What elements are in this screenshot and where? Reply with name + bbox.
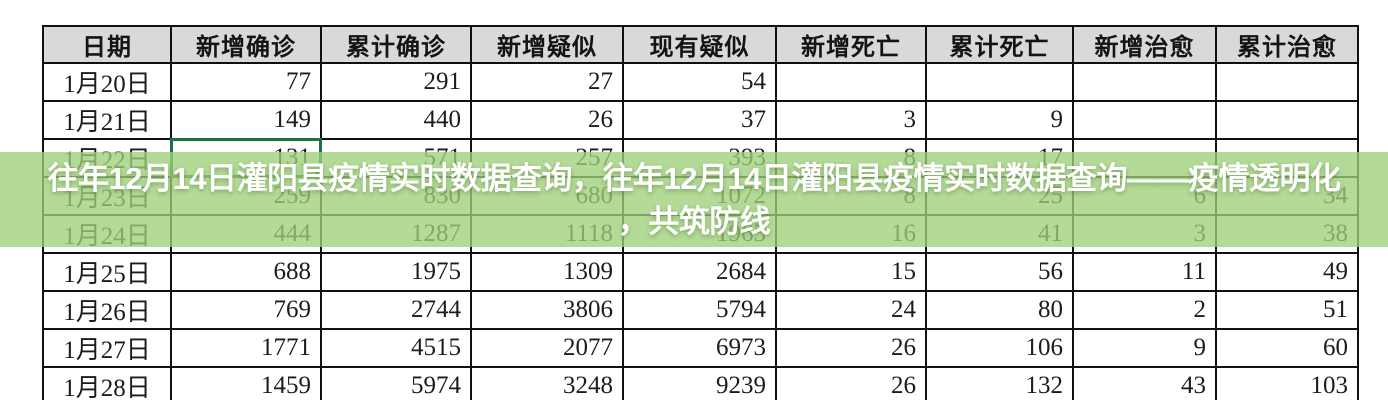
watermark-banner: 往年12月14日灌阳县疫情实时数据查询，往年12月14日灌阳县疫情实时数据查询—… — [0, 152, 1388, 247]
table-cell[interactable]: 43 — [1072, 366, 1217, 400]
table-cell[interactable] — [1072, 62, 1217, 102]
date-cell[interactable]: 1月28日 — [42, 366, 172, 400]
table-cell[interactable]: 2077 — [470, 328, 624, 368]
table-cell[interactable]: 2744 — [320, 290, 472, 330]
table-cell[interactable]: 132 — [925, 366, 1074, 400]
banner-title-line1: 往年12月14日灌阳县疫情实时数据查询，往年12月14日灌阳县疫情实时数据查询—… — [47, 160, 1341, 196]
table-header-cell[interactable]: 现有疑似 — [622, 25, 777, 64]
table-row: 1月21日 149 440 26 37 3 9 — [42, 100, 1359, 140]
table-cell[interactable]: 24 — [775, 290, 927, 330]
table-cell[interactable]: 3806 — [470, 290, 624, 330]
table-cell[interactable]: 440 — [320, 100, 472, 140]
table-cell[interactable]: 769 — [170, 290, 322, 330]
table-header-cell[interactable]: 累计死亡 — [925, 25, 1074, 64]
table-cell[interactable]: 1459 — [170, 366, 322, 400]
table-cell[interactable] — [1215, 62, 1359, 102]
table-cell[interactable]: 9239 — [622, 366, 777, 400]
table-cell[interactable] — [1072, 100, 1217, 140]
table-cell[interactable]: 51 — [1215, 290, 1359, 330]
table-cell[interactable]: 9 — [1072, 328, 1217, 368]
table-cell[interactable]: 2 — [1072, 290, 1217, 330]
table-cell[interactable]: 1309 — [470, 252, 624, 292]
table-cell[interactable]: 49 — [1215, 252, 1359, 292]
table-cell[interactable]: 106 — [925, 328, 1074, 368]
table-row: 1月20日 77 291 27 54 — [42, 62, 1359, 102]
table-cell[interactable]: 15 — [775, 252, 927, 292]
table-cell[interactable]: 26 — [775, 328, 927, 368]
table-cell[interactable]: 27 — [470, 62, 624, 102]
table-cell[interactable]: 3248 — [470, 366, 624, 400]
date-cell[interactable]: 1月26日 — [42, 290, 172, 330]
table-cell[interactable]: 2684 — [622, 252, 777, 292]
table-row: 1月28日 1459 5974 3248 9239 26 132 43 103 — [42, 366, 1359, 400]
table-cell[interactable]: 3 — [775, 100, 927, 140]
table-header-cell[interactable]: 新增疑似 — [470, 25, 624, 64]
table-cell[interactable] — [925, 62, 1074, 102]
table-cell[interactable]: 103 — [1215, 366, 1359, 400]
table-header-cell[interactable]: 新增死亡 — [775, 25, 927, 64]
table-cell[interactable]: 26 — [470, 100, 624, 140]
table-cell[interactable]: 5794 — [622, 290, 777, 330]
table-cell[interactable]: 5974 — [320, 366, 472, 400]
table-cell[interactable]: 77 — [170, 62, 322, 102]
table-cell[interactable]: 56 — [925, 252, 1074, 292]
table-cell[interactable]: 149 — [170, 100, 322, 140]
date-cell[interactable]: 1月27日 — [42, 328, 172, 368]
date-cell[interactable]: 1月20日 — [42, 62, 172, 102]
table-cell[interactable] — [1215, 100, 1359, 140]
table-header-cell[interactable]: 累计治愈 — [1215, 25, 1359, 64]
table-header-cell[interactable]: 新增确诊 — [170, 25, 322, 64]
table-cell[interactable]: 54 — [622, 62, 777, 102]
table-cell[interactable]: 80 — [925, 290, 1074, 330]
table-cell[interactable]: 60 — [1215, 328, 1359, 368]
banner-title-line2: ，共筑防线 — [617, 203, 771, 239]
table-header-row: 日期 新增确诊 累计确诊 新增疑似 现有疑似 新增死亡 累计死亡 新增治愈 累计治愈 — [42, 25, 1359, 64]
table-cell[interactable]: 1771 — [170, 328, 322, 368]
table-row: 1月25日 688 1975 1309 2684 15 56 11 49 — [42, 252, 1359, 292]
table-row: 1月27日 1771 4515 2077 6973 26 106 9 60 — [42, 328, 1359, 368]
date-cell[interactable]: 1月25日 — [42, 252, 172, 292]
table-cell[interactable]: 4515 — [320, 328, 472, 368]
table-cell[interactable]: 1975 — [320, 252, 472, 292]
table-cell[interactable]: 26 — [775, 366, 927, 400]
table-cell[interactable] — [775, 62, 927, 102]
table-cell[interactable]: 11 — [1072, 252, 1217, 292]
table-header-cell[interactable]: 日期 — [42, 25, 172, 64]
table-header-cell[interactable]: 新增治愈 — [1072, 25, 1217, 64]
table-cell[interactable]: 9 — [925, 100, 1074, 140]
table-row: 1月26日 769 2744 3806 5794 24 80 2 51 — [42, 290, 1359, 330]
table-cell[interactable]: 688 — [170, 252, 322, 292]
table-header-cell[interactable]: 累计确诊 — [320, 25, 472, 64]
table-cell[interactable]: 6973 — [622, 328, 777, 368]
table-cell[interactable]: 291 — [320, 62, 472, 102]
table-cell[interactable]: 37 — [622, 100, 777, 140]
date-cell[interactable]: 1月21日 — [42, 100, 172, 140]
